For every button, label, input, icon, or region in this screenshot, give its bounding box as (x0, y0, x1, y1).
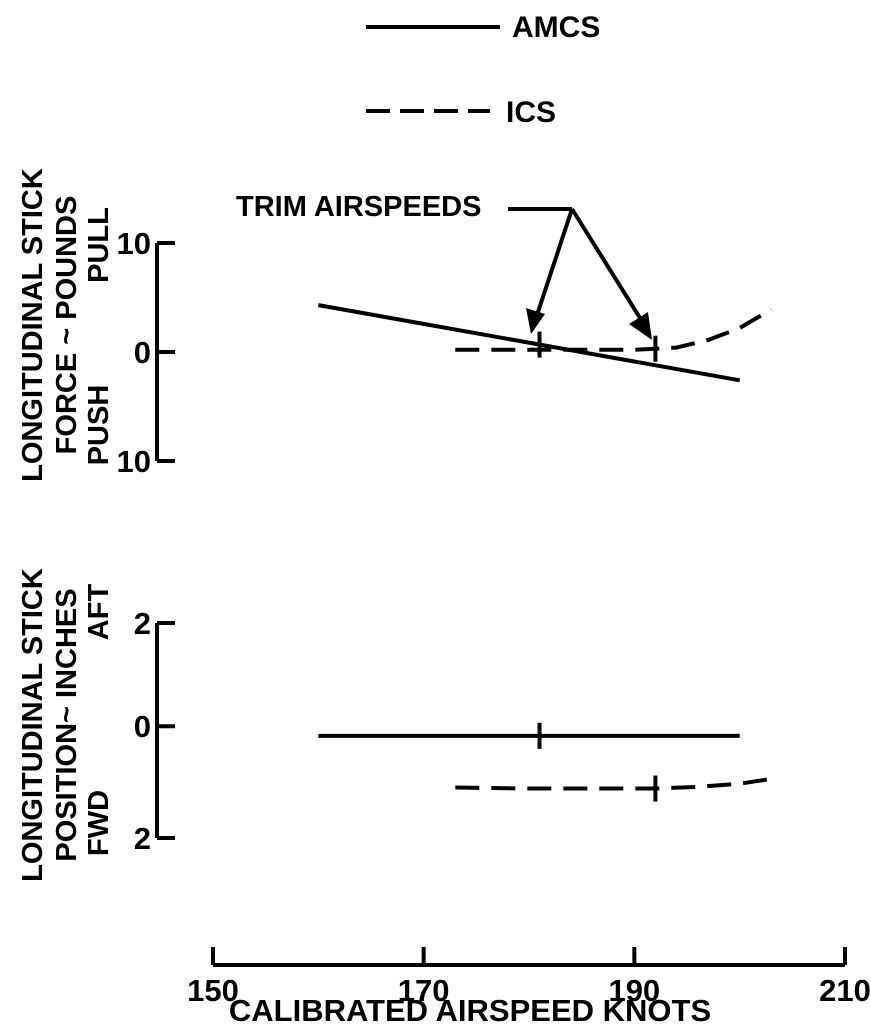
force-series-amcs (317, 303, 741, 383)
force-chart: LONGITUDINAL STICK FORCE ~ POUNDS PULL P… (17, 168, 773, 482)
force-y-tick-label: 0 (134, 335, 151, 370)
trim-airspeeds-leader (508, 207, 647, 328)
legend-ics-label: ICS (506, 96, 556, 129)
position-y-tick-label: 2 (134, 821, 151, 856)
position-y-axis: 2 0 2 (134, 606, 175, 856)
force-y-tick-label: 10 (117, 444, 151, 479)
force-push-label: PUSH (83, 385, 115, 466)
force-series-ics (455, 307, 773, 352)
position-series (318, 722, 772, 802)
x-axis-label: CALIBRATED AIRSPEED KNOTS (229, 993, 711, 1028)
position-fwd-label: FWD (83, 790, 115, 856)
x-axis-tick-label: 190 (608, 973, 660, 1008)
position-y-tick-label: 0 (134, 709, 151, 744)
trim-airspeeds-arrowheads (526, 308, 652, 340)
position-ylabel-line1: LONGITUDINAL STICK (17, 568, 49, 882)
legend: AMCS ICS (366, 11, 600, 129)
position-aft-label: AFT (83, 584, 115, 641)
trim-airspeeds-annotation: TRIM AIRSPEEDS (236, 191, 481, 223)
force-ylabel-line2: FORCE ~ POUNDS (51, 196, 83, 455)
x-axis: 150 170 190 210 (187, 947, 871, 1008)
position-series-ics (455, 776, 772, 791)
position-ylabel-line2: POSITION~ INCHES (51, 588, 83, 861)
legend-amcs-label: AMCS (512, 11, 600, 44)
position-y-tick-label: 2 (134, 606, 151, 641)
trim-arrowhead-ics (629, 312, 652, 340)
x-axis-tick-label: 170 (398, 973, 450, 1008)
force-series (317, 303, 773, 383)
x-axis-tick-label: 150 (187, 973, 239, 1008)
force-ylabel-line1: LONGITUDINAL STICK (17, 168, 49, 482)
force-y-axis: 10 0 10 (117, 226, 175, 479)
force-pull-label: PULL (83, 207, 115, 283)
force-y-tick-label: 10 (117, 226, 151, 261)
x-axis-tick-label: 210 (819, 973, 871, 1008)
trim-arrowhead-amcs (526, 308, 545, 334)
position-chart: LONGITUDINAL STICK POSITION~ INCHES AFT … (17, 568, 772, 882)
